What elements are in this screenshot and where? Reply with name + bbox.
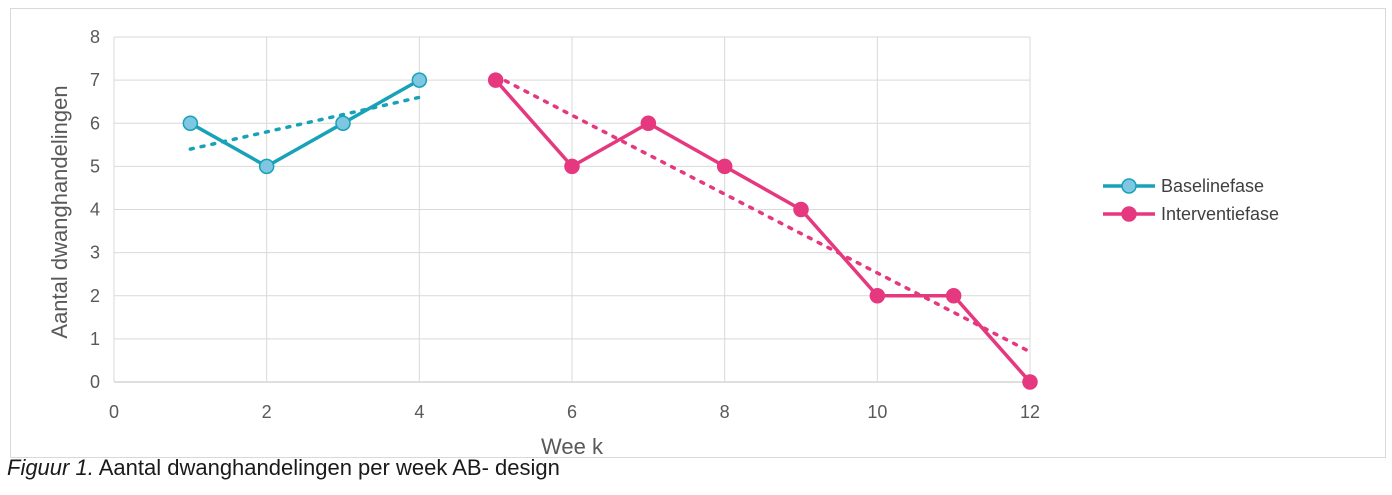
data-point-baselinefase [258,158,275,175]
y-tick-label: 0 [90,372,100,392]
data-point-interventiefase [793,201,809,218]
y-tick-label: 4 [90,200,100,220]
y-tick-label: 8 [90,27,100,47]
y-tick-label: 6 [90,113,100,133]
y-tick-label: 3 [90,243,100,263]
series-line-interventiefase [494,78,1032,384]
legend-marker [1121,206,1137,222]
data-point-baselinefase [335,115,351,131]
y-tick-label: 1 [90,329,100,349]
figure-caption: Figuur 1. Aantal dwanghandelingen per we… [7,455,560,481]
y-tick-label: 7 [90,70,100,90]
legend-marker [1121,178,1137,194]
x-tick-label: 12 [1020,402,1040,422]
x-axis-title: Wee k [541,434,604,459]
data-point-interventiefase [945,288,962,304]
figure-label: Figuur 1. [7,455,94,480]
chart-frame [10,8,1386,458]
x-tick-label: 2 [262,402,272,422]
trendline-interventiefase [493,74,1032,354]
legend-label: Interventiefase [1161,204,1279,224]
y-axis-title: Aantal dwanghandelingen [47,85,72,338]
x-tick-label: 8 [720,402,730,422]
series-line-baselinefase [189,78,421,169]
y-tick-label: 5 [90,156,100,176]
data-point-interventiefase [716,158,733,175]
x-tick-label: 0 [109,402,119,422]
legend: Baselinefase Interventiefase [1103,176,1279,224]
data-series [182,72,1038,390]
data-point-baselinefase [182,115,199,131]
y-tick-label: 2 [90,286,100,306]
x-tick-label: 4 [414,402,424,422]
data-point-interventiefase [487,72,504,88]
caption-text: Aantal dwanghandelingen per week AB- des… [93,455,560,480]
data-point-interventiefase [869,288,886,304]
x-tick-label: 10 [867,402,887,422]
data-point-interventiefase [640,115,657,131]
x-tick-label: 6 [567,402,577,422]
data-point-interventiefase [1022,374,1038,390]
data-point-interventiefase [564,158,580,175]
data-point-baselinefase [411,72,428,88]
legend-label: Baselinefase [1161,176,1264,196]
grid-lines [113,36,1031,383]
trendlines [188,74,1032,354]
